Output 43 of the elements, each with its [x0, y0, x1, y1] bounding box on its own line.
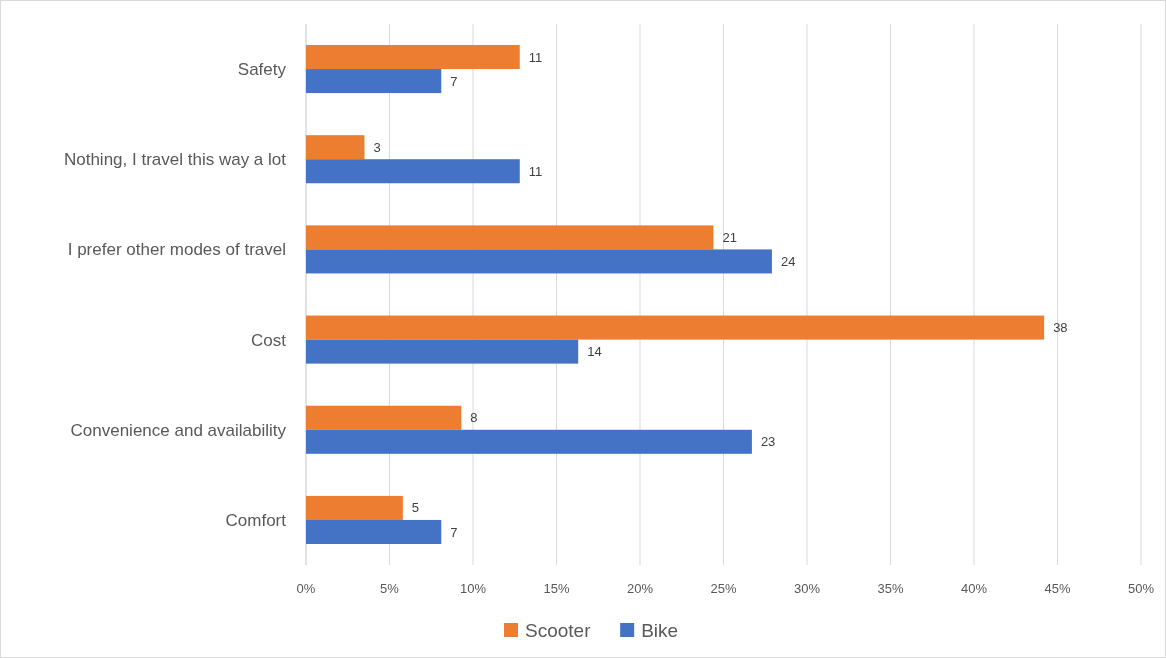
y-tick-label: I prefer other modes of travel — [67, 240, 286, 260]
annotation: 24 — [780, 253, 796, 269]
bar — [306, 429, 752, 454]
bar — [306, 519, 442, 544]
y-tick-label: Cost — [251, 330, 287, 350]
x-tick-label: 20% — [626, 581, 654, 596]
x-tick-label: 25% — [710, 581, 737, 596]
bar — [306, 69, 442, 94]
x-tick-label: 40% — [960, 581, 988, 596]
annotation: 23 — [760, 434, 776, 450]
annotation: 3 — [373, 139, 381, 155]
y-tick-label: Convenience and availability — [70, 420, 287, 440]
x-tick-label: 50% — [1127, 581, 1155, 596]
annotation: 8 — [470, 410, 478, 426]
bar — [306, 495, 403, 520]
bar — [306, 249, 772, 274]
annotation: 14 — [587, 344, 602, 360]
bar — [306, 159, 520, 184]
annotation: 5 — [411, 500, 420, 516]
bar — [306, 405, 462, 430]
bar — [306, 45, 520, 70]
y-tick-label: Safety — [237, 60, 287, 79]
x-tick-label: 35% — [877, 581, 904, 596]
annotation: 21 — [722, 229, 737, 245]
y-tick-label: Comfort — [225, 510, 287, 530]
y-tick-label: Nothing, I travel this way a lot — [63, 150, 287, 170]
bar — [306, 339, 579, 364]
annotation: 11 — [528, 49, 543, 65]
bar — [306, 315, 1045, 340]
x-tick-label: 0% — [296, 581, 316, 596]
x-tick-label: 5% — [380, 581, 400, 596]
legend-label: Scooter — [525, 619, 592, 641]
bar — [306, 135, 365, 160]
annotation: 11 — [528, 163, 543, 179]
annotation: 7 — [450, 524, 458, 540]
legend-label: Bike — [641, 619, 679, 641]
annotation: 7 — [450, 73, 458, 89]
x-tick-label: 45% — [1044, 581, 1071, 596]
x-tick-label: 15% — [543, 581, 570, 596]
bar — [306, 225, 714, 250]
x-tick-label: 10% — [459, 581, 487, 596]
x-tick-label: 30% — [793, 581, 821, 596]
annotation: 38 — [1053, 320, 1068, 336]
